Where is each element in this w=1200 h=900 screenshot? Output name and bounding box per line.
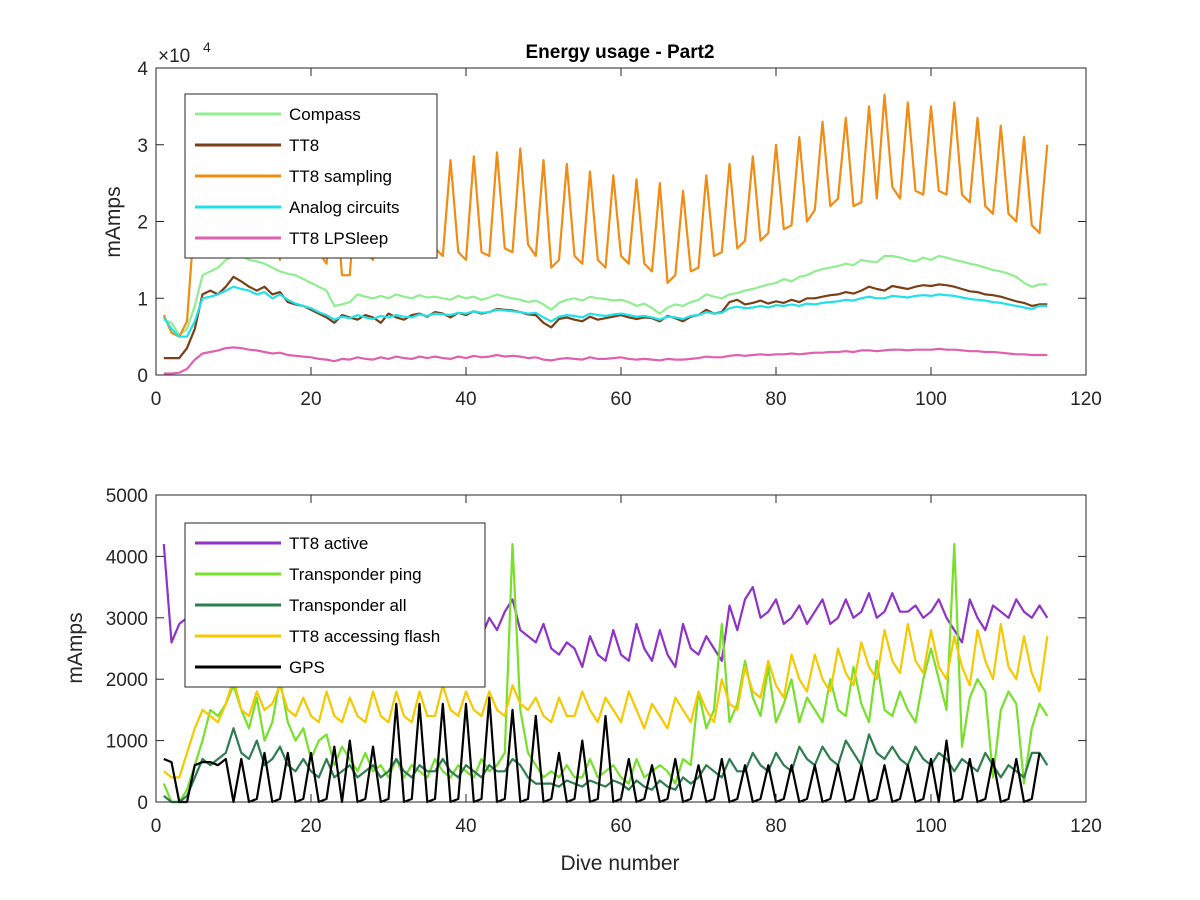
y-tick-label: 4	[137, 59, 148, 80]
plot-frame-bottom	[155, 494, 1087, 803]
axes-bottom: Dive number mAmps 0 20 40 60 80 100 120 0 1000 20…	[64, 486, 1102, 875]
legend-label-transponder-all: Transponder all	[289, 596, 407, 615]
x-tick-label: 100	[915, 389, 947, 410]
y-axis-label-bottom: mAmps	[64, 612, 87, 683]
y-tick-label: 1000	[106, 732, 148, 753]
legend-label-compass: Compass	[289, 105, 361, 124]
x-tick-label: 80	[765, 816, 786, 837]
x-tick-label: 40	[455, 389, 476, 410]
legend-label-tt8-lpsleep: TT8 LPSleep	[289, 229, 388, 248]
x-tick-label: 0	[151, 816, 162, 837]
x-tick-label: 20	[300, 389, 321, 410]
legend-label-transponder-ping: Transponder ping	[289, 565, 422, 584]
chart-title: Energy usage - Part2	[525, 42, 714, 63]
y-tick-label: 0	[137, 366, 148, 387]
series-line-compass	[163, 254, 1048, 337]
series-line-analog-circuits	[162, 285, 1048, 338]
x-tick-label: 100	[915, 816, 947, 837]
y-tick-label: 0	[137, 793, 148, 814]
y-tick-label: 2	[137, 213, 148, 234]
x-tick-label: 0	[151, 389, 162, 410]
x-tick-label: 120	[1070, 389, 1102, 410]
y-axis-label-top: mAmps	[102, 186, 125, 257]
legend-label-analog-circuits: Analog circuits	[289, 198, 400, 217]
legend-label-tt8-sampling: TT8 sampling	[289, 167, 392, 186]
x-tick-label: 60	[610, 816, 631, 837]
y-exponent-label: ×10 4	[158, 39, 211, 67]
y-tick-label: 1	[137, 289, 148, 310]
svg-text:×10: ×10	[158, 46, 190, 67]
plot-frame-top	[155, 67, 1087, 376]
legend-top: Compass TT8 TT8 sampling Analog circuits TT8…	[184, 93, 438, 259]
series-line-tt8	[163, 275, 1048, 360]
x-axis-label-bottom: Dive number	[560, 852, 679, 875]
y-tick-label: 5000	[106, 486, 148, 507]
axes-top: Energy usage - Part2 ×10 4 mAmps 0 20 40 60…	[102, 39, 1102, 410]
x-tick-label: 20	[300, 816, 321, 837]
series-line-gps	[163, 696, 1041, 804]
x-tick-label: 80	[765, 389, 786, 410]
legend-label-tt8: TT8	[289, 136, 319, 155]
legend-label-gps: GPS	[289, 658, 325, 677]
series-line-transponder-all	[163, 727, 1049, 804]
legend-label-tt8-accessing-flash: TT8 accessing flash	[289, 627, 440, 646]
x-tick-label: 60	[610, 389, 631, 410]
series-line-tt8-accessing-flash	[163, 622, 1049, 779]
x-tick-label: 40	[455, 816, 476, 837]
y-tick-label: 3	[137, 136, 148, 157]
legend-bottom: TT8 active Transponder ping Transponder al…	[184, 522, 486, 688]
y-tick-label: 2000	[106, 670, 148, 691]
svg-text:4: 4	[203, 39, 211, 55]
y-tick-label: 3000	[106, 609, 148, 630]
legend-label-tt8-active: TT8 active	[289, 534, 368, 553]
y-tick-label: 4000	[106, 547, 148, 568]
x-tick-label: 120	[1070, 816, 1102, 837]
series-line-tt8-lpsleep	[163, 346, 1048, 375]
